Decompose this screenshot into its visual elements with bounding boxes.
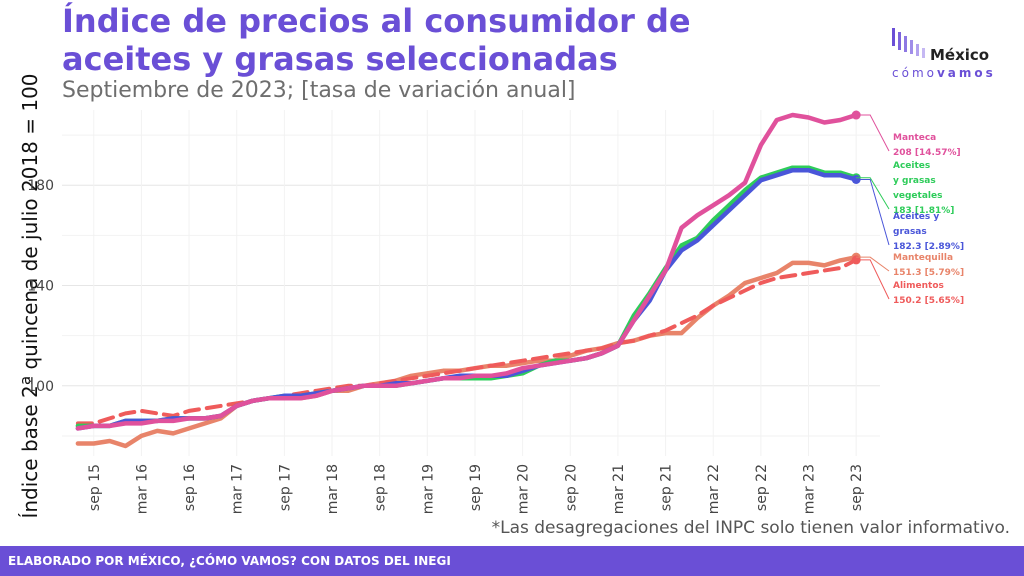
x-tick-label: mar 23 [802,464,818,514]
label-leader [856,256,890,272]
x-tick-label: sep 15 [87,464,103,511]
x-tick-label: mar 20 [516,464,532,514]
x-tick-label: sep 17 [277,464,293,511]
x-tick-label: mar 17 [230,464,246,514]
y-tick-label: 180 [27,178,54,194]
logo-sub-bold: vamos [936,66,996,80]
x-tick-label: mar 16 [134,464,150,514]
logo-word: México [930,46,990,64]
series-line [75,167,859,431]
series-label: Alimentos [893,281,944,291]
series-label: 208 [14.57%] [893,148,961,158]
series-label: 150.2 [5.65%] [893,296,964,306]
logo-icon [892,28,925,58]
x-tick-label: mar 21 [611,464,627,514]
label-leader [856,178,890,246]
y-tick-label: 140 [27,279,54,295]
x-tick-label: sep 21 [659,464,675,511]
series-label: 151.3 [5.79%] [893,268,964,278]
logo-subtitle: cómovamos [892,66,996,80]
x-tick-label: sep 18 [373,464,389,511]
x-tick-label: mar 18 [325,464,341,514]
x-tick-label: sep 23 [849,464,865,511]
footer-credit: ELABORADO POR MÉXICO, ¿CÓMO VAMOS? CON D… [8,554,451,568]
footnote: *Las desagregaciones del INPC solo tiene… [491,518,1010,538]
series-label: 182.3 [2.89%] [893,242,964,252]
x-tick-label: mar 22 [706,464,722,514]
y-tick-label: 100 [27,379,54,395]
series-line [75,112,859,431]
series-line [75,257,859,426]
series-label: 183 [1.81%] [893,206,954,216]
x-tick-label: sep 22 [754,464,770,511]
x-tick-label: sep 19 [468,464,484,511]
x-tick-label: sep 20 [563,464,579,511]
label-leader [856,114,890,152]
label-leader [856,177,890,210]
chart-subtitle: Septiembre de 2023; [tasa de variación a… [62,78,576,103]
series-label: grasas [893,227,927,237]
series-label: Mantequilla [893,253,953,263]
footer-bar: ELABORADO POR MÉXICO, ¿CÓMO VAMOS? CON D… [0,546,1024,576]
series-label: y grasas [893,176,936,186]
label-leader [856,259,890,300]
series-label: Aceites [893,161,930,171]
series-line [75,165,859,429]
logo-sub-light: cómo [892,66,937,80]
chart-title: Índice de precios al consumidor de aceit… [62,2,691,78]
series-label: Aceites y [893,212,939,222]
x-tick-label: mar 19 [420,464,436,514]
series-label: Manteca [893,133,936,143]
x-tick-label: sep 16 [182,464,198,511]
series-label: vegetales [893,191,942,201]
line-chart: 100 140 180 sep 15 mar 16 sep 16 mar 17 sep 17 m… [27,110,964,514]
